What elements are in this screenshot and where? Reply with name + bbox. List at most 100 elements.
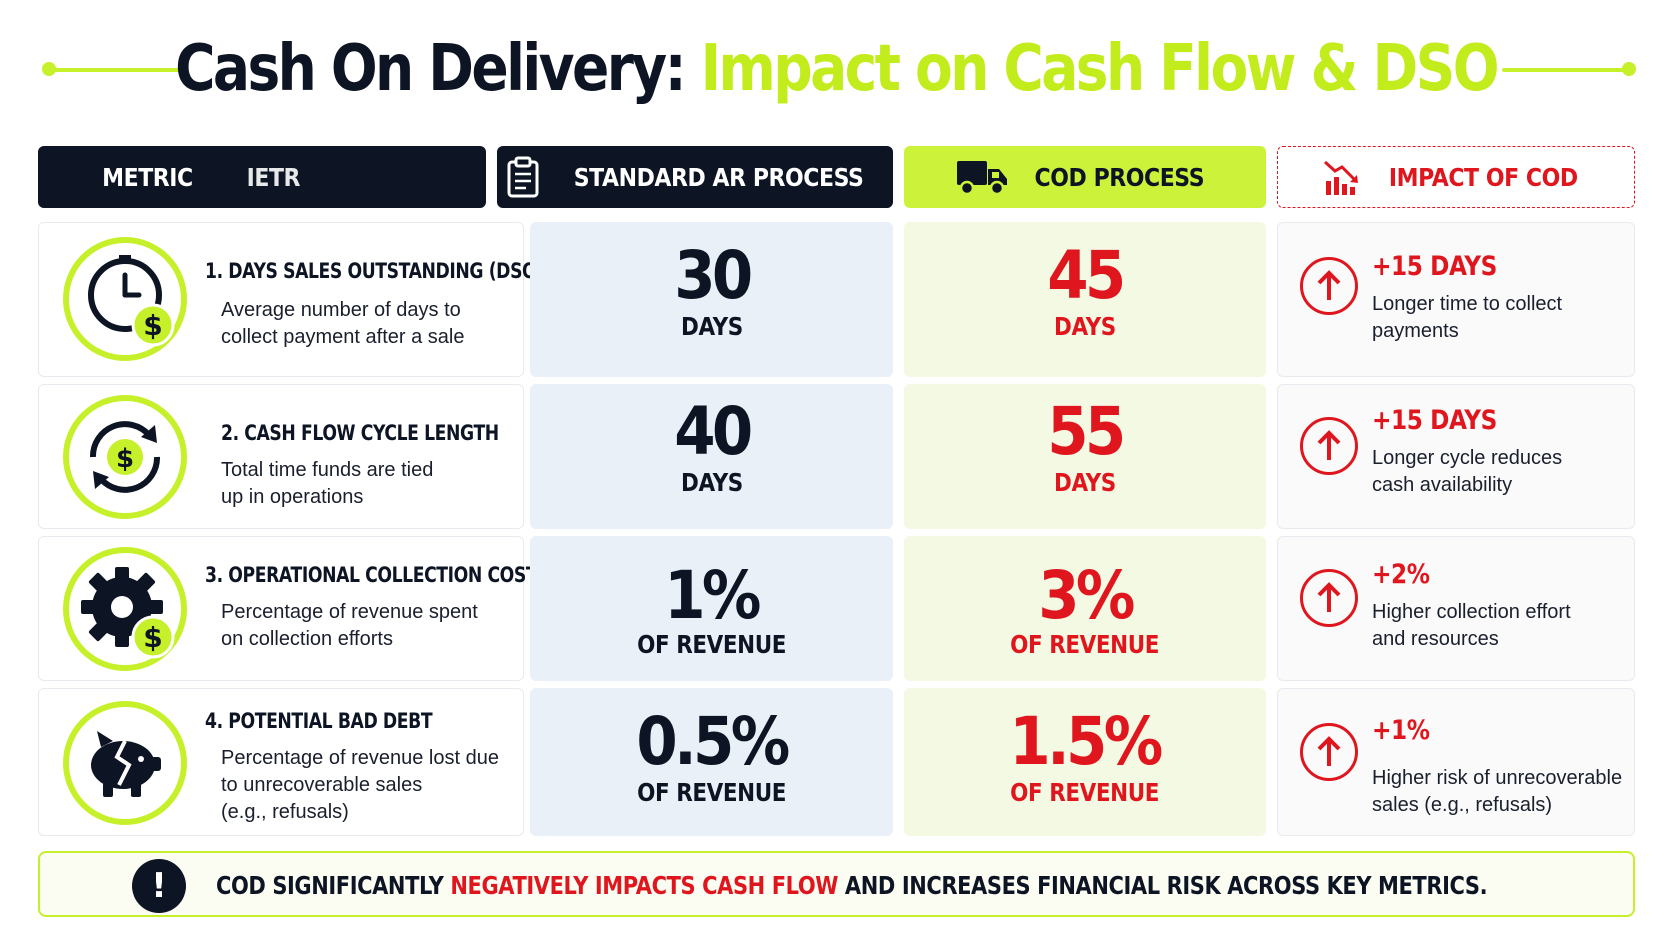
impact-cell: +15 DAYS Longer time to collect payments (1277, 222, 1635, 377)
header-metric-label: METRIC (102, 162, 193, 192)
page-title: Cash On Delivery: Impact on Cash Flow & … (117, 28, 1555, 110)
table-row: $ 3. OPERATIONAL COLLECTION COSTS Percen… (0, 536, 1672, 681)
metric-description-line: (e.g., refusals) (221, 801, 349, 823)
header-metric: METRIC IETR (38, 146, 486, 208)
impact-description-line: Longer time to collect (1372, 293, 1563, 315)
cod-value-text: 1.5% (1009, 703, 1164, 780)
metric-description-line: collect payment after a sale (221, 326, 465, 348)
cod-unit-text: OF REVENUE (1010, 630, 1160, 659)
impact-description: Longer cycle reduces cash availability (1372, 445, 1634, 499)
impact-description-line: Higher risk of unrecoverable (1372, 767, 1623, 789)
metric-description-line: to unrecoverable sales (221, 774, 423, 796)
metric-description-line: Average number of days to (221, 299, 461, 321)
impact-value: +2% (1372, 559, 1430, 590)
standard-value: 1% (530, 560, 893, 632)
table-row: $ 1. DAYS SALES OUTSTANDING (DSO) Averag… (0, 222, 1672, 377)
standard-unit: OF REVENUE (530, 778, 893, 808)
gear-dollar-icon: $ (63, 547, 187, 671)
cod-unit-text: OF REVENUE (1010, 778, 1160, 807)
cod-value: 45 (904, 240, 1266, 312)
metric-cell: $ 2. CASH FLOW CYCLE LENGTH Total time f… (38, 384, 524, 529)
cod-value-text: 3% (1038, 557, 1135, 634)
impact-description: Higher collection effort and resources (1372, 599, 1634, 653)
header-cod: COD PROCESS (904, 146, 1266, 208)
header-standard-label: STANDARD AR PROCESS (574, 162, 864, 192)
metric-cell: 4. POTENTIAL BAD DEBT Percentage of reve… (38, 688, 524, 836)
svg-text:$: $ (143, 309, 162, 342)
metric-description-line: up in operations (221, 486, 364, 508)
metric-description-line: Total time funds are tied (221, 459, 434, 481)
header-cod-label: COD PROCESS (1034, 162, 1204, 192)
impact-description: Longer time to collect payments (1372, 291, 1634, 345)
metric-description-line: on collection efforts (221, 628, 393, 650)
standard-cell: 40 DAYS (530, 384, 893, 529)
impact-description-line: Longer cycle reduces (1372, 447, 1563, 469)
arrow-up-circle-icon (1300, 723, 1358, 781)
metric-title: 3. OPERATIONAL COLLECTION COSTS (205, 563, 550, 587)
cod-value-text: 45 (1047, 237, 1126, 314)
metric-description: Average number of days to collect paymen… (221, 297, 521, 351)
arrow-up-circle-icon (1300, 257, 1358, 315)
chart-down-icon (1323, 160, 1358, 195)
metric-cell: $ 3. OPERATIONAL COLLECTION COSTS Percen… (38, 536, 550, 681)
title-row: Cash On Delivery: Impact on Cash Flow & … (0, 28, 1672, 110)
impact-cell: +1% Higher risk of unrecoverable sales (… (1277, 688, 1635, 836)
standard-value-text: 30 (673, 237, 753, 314)
clock-dollar-icon: $ (63, 237, 187, 361)
standard-value: 40 (530, 396, 893, 468)
cod-cell: 45 DAYS (904, 222, 1266, 377)
impact-description-line: and resources (1372, 628, 1499, 650)
header-impact: IMPACT OF COD (1277, 146, 1635, 208)
metric-title: 4. POTENTIAL BAD DEBT (205, 709, 433, 733)
impact-value: +1% (1372, 715, 1430, 746)
clipboard-icon (507, 156, 539, 198)
impact-description-line: payments (1372, 320, 1459, 342)
standard-cell: 1% OF REVENUE (530, 536, 893, 681)
truck-icon (956, 161, 1007, 196)
footer-text-end: AND INCREASES FINANCIAL RISK ACROSS KEY … (838, 871, 1488, 900)
cod-unit-text: DAYS (1054, 468, 1116, 497)
metric-description: Percentage of revenue spent on collectio… (221, 599, 521, 653)
header-standard: STANDARD AR PROCESS (497, 146, 893, 208)
standard-value-text: 0.5% (636, 703, 790, 780)
impact-cell: +2% Higher collection effort and resourc… (1277, 536, 1635, 681)
broken-piggy-bank-icon (63, 701, 187, 825)
table-row: $ 2. CASH FLOW CYCLE LENGTH Total time f… (0, 384, 1672, 529)
footer-text: COD SIGNIFICANTLY NEGATIVELY IMPACTS CAS… (216, 871, 1488, 900)
standard-unit-text: OF REVENUE (637, 778, 786, 807)
title-line-left (48, 68, 184, 72)
cod-unit: DAYS (904, 312, 1266, 342)
footer-text-start: COD SIGNIFICANTLY (216, 871, 451, 900)
cod-value-text: 55 (1047, 393, 1126, 470)
title-line-right (1502, 68, 1630, 72)
impact-value: +15 DAYS (1372, 251, 1497, 282)
cod-value: 3% (904, 560, 1266, 632)
standard-value: 30 (530, 240, 893, 312)
standard-unit-text: DAYS (680, 312, 743, 341)
standard-cell: 30 DAYS (530, 222, 893, 377)
standard-unit-text: DAYS (680, 468, 743, 497)
title-dot-left (42, 62, 56, 76)
metric-cell: $ 1. DAYS SALES OUTSTANDING (DSO) Averag… (38, 222, 544, 377)
header-metric-ghost: IETR (246, 162, 301, 192)
arrow-up-circle-icon (1300, 569, 1358, 627)
footer-text-highlight: NEGATIVELY IMPACTS CASH FLOW (450, 871, 839, 900)
footer-banner: ! COD SIGNIFICANTLY NEGATIVELY IMPACTS C… (38, 851, 1635, 917)
standard-unit: DAYS (530, 312, 893, 342)
standard-unit: DAYS (530, 468, 893, 498)
cod-value: 1.5% (904, 706, 1266, 778)
metric-title: 1. DAYS SALES OUTSTANDING (DSO) (205, 259, 544, 283)
cod-cell: 55 DAYS (904, 384, 1266, 529)
svg-text:$: $ (143, 621, 162, 654)
standard-unit-text: OF REVENUE (637, 630, 786, 659)
cod-unit: OF REVENUE (904, 778, 1266, 808)
cod-unit: OF REVENUE (904, 630, 1266, 660)
title-part2: Impact on Cash Flow & DSO (700, 32, 1500, 106)
impact-description-line: Higher collection effort (1372, 601, 1571, 623)
cod-value: 55 (904, 396, 1266, 468)
metric-description-line: Percentage of revenue spent (221, 601, 478, 623)
standard-value: 0.5% (530, 706, 893, 778)
svg-text:$: $ (116, 444, 134, 474)
standard-value-text: 40 (673, 393, 753, 470)
table-row: 4. POTENTIAL BAD DEBT Percentage of reve… (0, 688, 1672, 836)
